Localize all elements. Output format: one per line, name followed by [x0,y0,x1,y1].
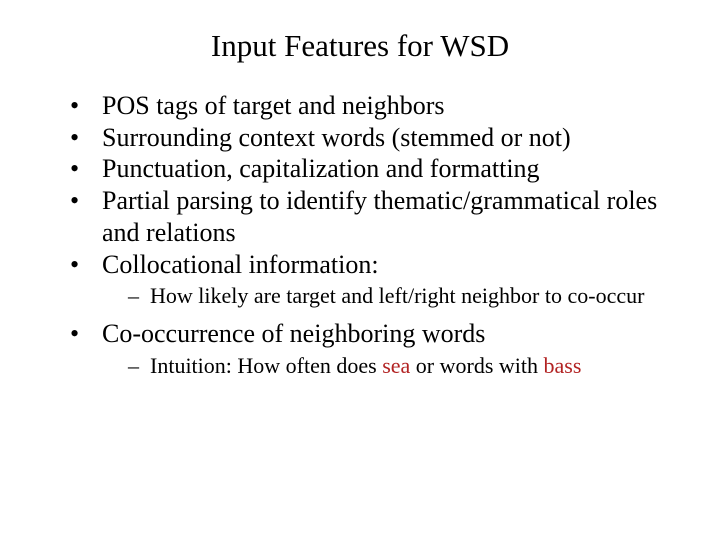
sub-bullet-item: Intuition: How often does sea or words w… [128,352,680,380]
bullet-item: Co-occurrence of neighboring words Intui… [70,318,680,379]
sub-bullet-text-part: Intuition: How often does [150,353,382,378]
highlight-word-bass: bass [544,353,582,378]
sub-bullet-item: How likely are target and left/right nei… [128,282,680,310]
sub-bullet-text: How likely are target and left/right nei… [150,283,644,308]
bullet-text: Punctuation, capitalization and formatti… [102,154,540,183]
bullet-text: Co-occurrence of neighboring words [102,319,485,348]
bullet-item: POS tags of target and neighbors [70,90,680,122]
bullet-text: Partial parsing to identify thematic/gra… [102,186,657,247]
bullet-item: Partial parsing to identify thematic/gra… [70,185,680,248]
highlight-word-sea: sea [382,353,410,378]
bullet-item: Surrounding context words (stemmed or no… [70,122,680,154]
bullet-item: Punctuation, capitalization and formatti… [70,153,680,185]
bullet-text: Collocational information: [102,250,379,279]
sub-bullet-list: How likely are target and left/right nei… [128,282,680,310]
bullet-text: Surrounding context words (stemmed or no… [102,123,571,152]
slide-title: Input Features for WSD [40,28,680,64]
slide: Input Features for WSD POS tags of targe… [0,0,720,540]
bullet-text: POS tags of target and neighbors [102,91,445,120]
bullet-item: Collocational information: How likely ar… [70,249,680,310]
sub-bullet-text-part: or words with [410,353,543,378]
bullet-list: POS tags of target and neighbors Surroun… [70,90,680,379]
sub-bullet-list: Intuition: How often does sea or words w… [128,352,680,380]
